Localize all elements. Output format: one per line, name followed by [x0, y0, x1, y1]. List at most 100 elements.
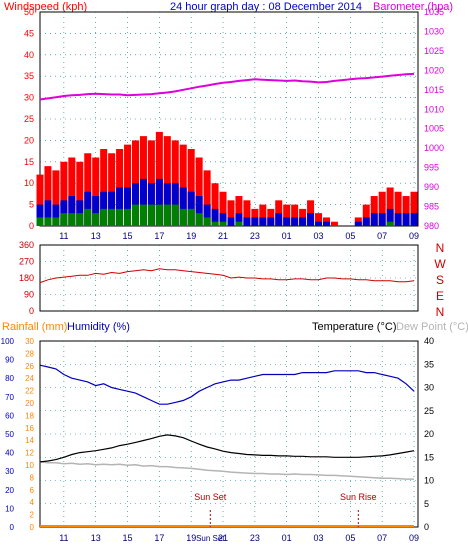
time-tick-label: 05 — [345, 231, 355, 241]
humidity-tick-label: 0 — [10, 523, 15, 532]
windspeed-tick-label: 10 — [24, 178, 34, 188]
rainfall-tick-label: 28 — [25, 349, 34, 358]
compass-label: E — [436, 289, 444, 303]
windspeed-tick-label: 30 — [24, 93, 34, 103]
time-tick-label: 23 — [250, 231, 260, 241]
rainfall-tick-label: 12 — [25, 449, 34, 458]
barometer-tick-label: 1010 — [424, 104, 444, 114]
humidity-tick-label: 80 — [5, 374, 14, 383]
compass-label: N — [436, 305, 445, 319]
rainfall-tick-label: 30 — [25, 337, 34, 346]
humidity-axis-label: Humidity (%) — [67, 321, 130, 333]
wind-panel — [39, 11, 419, 227]
barometer-line — [39, 72, 415, 101]
rainfall-tick-label: 16 — [25, 424, 34, 433]
time-tick-label: 13 — [91, 533, 101, 543]
temperature-tick-label: 5 — [424, 499, 429, 509]
windspeed-tick-label: 25 — [24, 114, 34, 124]
rainfall-tick-label: 14 — [25, 436, 34, 445]
temperature-tick-label: 20 — [424, 429, 434, 439]
humidity-tick-label: 60 — [5, 411, 14, 420]
temperature-tick-label: 35 — [424, 359, 434, 369]
rainfall-tick-label: 8 — [30, 473, 35, 482]
direction-panel-frame — [39, 244, 419, 312]
barometer-tick-label: 1025 — [424, 46, 444, 56]
rainfall-tick-label: 26 — [25, 362, 34, 371]
temperature-tick-label: 15 — [424, 452, 434, 462]
rainfall-tick-label: 24 — [25, 374, 34, 383]
barometer-tick-label: 995 — [424, 163, 439, 173]
humidity-tick-label: 90 — [5, 356, 14, 365]
time-tick-label: 07 — [377, 533, 387, 543]
humidity-tick-label: 40 — [5, 449, 14, 458]
rainfall-tick-label: 18 — [25, 411, 34, 420]
time-tick-label: 15 — [123, 231, 133, 241]
time-tick-label: 13 — [91, 231, 101, 241]
rainfall-tick-label: 22 — [25, 387, 34, 396]
windspeed-tick-label: 5 — [29, 200, 34, 210]
time-tick-label: 03 — [314, 231, 324, 241]
dewpoint-axis-label: Dew Point (°C) — [396, 321, 468, 333]
rainfall-tick-label: 6 — [30, 486, 35, 495]
time-tick-label: 21 — [218, 533, 228, 543]
rainfall-tick-label: 2 — [30, 511, 35, 520]
windspeed-tick-label: 50 — [24, 7, 34, 17]
humidity-tick-label: 30 — [5, 467, 14, 476]
windspeed-tick-label: 45 — [24, 28, 34, 38]
humidity-tick-label: 70 — [5, 393, 14, 402]
barometer-tick-label: 1005 — [424, 124, 444, 134]
barometer-tick-label: 1020 — [424, 65, 444, 75]
windspeed-tick-label: 0 — [29, 221, 34, 231]
time-tick-label: 17 — [154, 533, 164, 543]
time-tick-label: 03 — [314, 533, 324, 543]
windspeed-tick-label: 35 — [24, 71, 34, 81]
rainfall-axis-label: Rainfall (mm) — [2, 321, 68, 333]
temperature-tick-label: 40 — [424, 336, 434, 346]
time-tick-label: 11 — [59, 533, 68, 543]
temperature-line — [39, 434, 415, 463]
time-tick-label: 19 — [186, 231, 196, 241]
compass-label: S — [436, 273, 444, 287]
temperature-tick-label: 25 — [424, 406, 434, 416]
barometer-axis-label: Barometer (hpa) — [373, 1, 454, 13]
barometer-tick-label: 985 — [424, 202, 439, 212]
windspeed-axis-label: Windspeed (kph) — [4, 1, 88, 13]
sun-event-label: Sun Set — [194, 492, 227, 502]
humidity-tick-label: 50 — [5, 430, 14, 439]
direction-tick-label: 360 — [19, 240, 34, 250]
windspeed-tick-label: 15 — [24, 157, 34, 167]
time-tick-label: 07 — [377, 231, 387, 241]
windspeed-tick-label: 40 — [24, 50, 34, 60]
humidity-tick-label: 10 — [5, 504, 14, 513]
time-tick-label: 23 — [250, 533, 260, 543]
time-tick-label: 09 — [409, 533, 419, 543]
time-tick-label: 09 — [409, 231, 419, 241]
humidity-line — [39, 364, 415, 405]
temperature-tick-label: 30 — [424, 383, 434, 393]
compass-label: W — [434, 257, 446, 271]
time-tick-label: 15 — [123, 533, 133, 543]
rainfall-tick-label: 4 — [30, 498, 35, 507]
time-tick-label: 11 — [59, 231, 68, 241]
direction-panel — [39, 244, 419, 312]
barometer-tick-label: 980 — [424, 221, 439, 231]
temperature-tick-label: 0 — [424, 522, 429, 532]
sun-event-label: Sun Rise — [340, 492, 377, 502]
sunset-tick-label: Sun Set — [196, 534, 225, 543]
barometer-tick-label: 1035 — [424, 7, 444, 17]
windspeed-tick-label: 20 — [24, 135, 34, 145]
compass-label: N — [436, 241, 445, 255]
chart-title: 24 hour graph day : 08 December 2014 — [170, 1, 363, 13]
rainfall-tick-label: 20 — [25, 399, 34, 408]
barometer-tick-label: 1015 — [424, 85, 444, 95]
rainfall-tick-label: 0 — [30, 523, 35, 532]
dewpoint-line — [39, 461, 414, 480]
wind-direction-line — [39, 268, 415, 284]
direction-tick-label: 0 — [29, 306, 34, 316]
barometer-tick-label: 1030 — [424, 26, 444, 36]
time-tick-label: 01 — [282, 231, 292, 241]
rainfall-tick-label: 10 — [25, 461, 34, 470]
direction-tick-label: 180 — [19, 273, 34, 283]
time-tick-label: 19 — [186, 533, 196, 543]
